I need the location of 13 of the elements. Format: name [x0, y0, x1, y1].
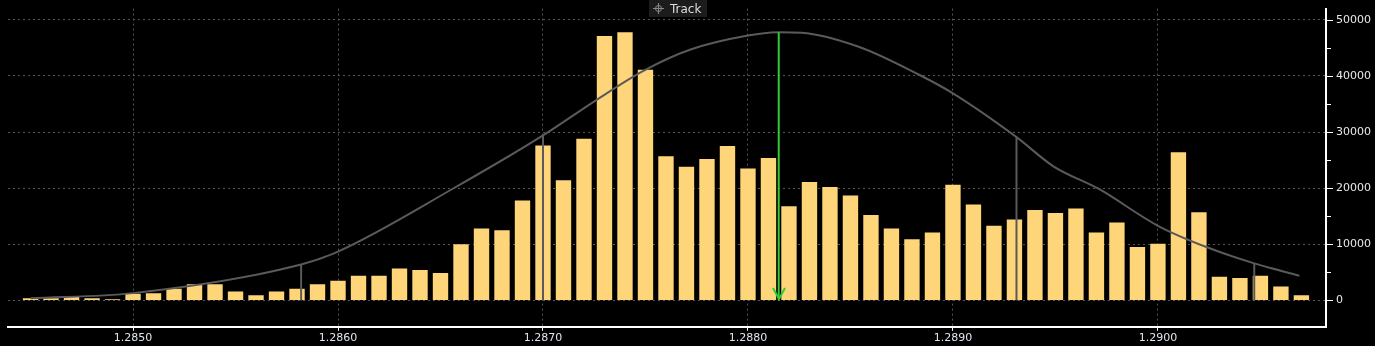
x-tick-label: 1.2890: [933, 331, 973, 345]
x-tick-label: 1.2850: [113, 331, 153, 345]
x-tick-label: 1.2860: [318, 331, 358, 345]
annotation: Track: [670, 1, 702, 16]
y-tick-label: 20000: [1336, 181, 1372, 195]
y-tick-label: 0: [1336, 293, 1344, 307]
x-tick-label: 1.2900: [1138, 331, 1178, 345]
y-tick-label: 50000: [1336, 12, 1372, 26]
y-tick-label: 30000: [1336, 124, 1372, 138]
x-tick-label: 1.2880: [728, 331, 768, 345]
x-tick-label: 1.2870: [523, 331, 563, 345]
y-tick-label: 40000: [1336, 68, 1372, 82]
y-tick-label: 10000: [1336, 237, 1372, 251]
